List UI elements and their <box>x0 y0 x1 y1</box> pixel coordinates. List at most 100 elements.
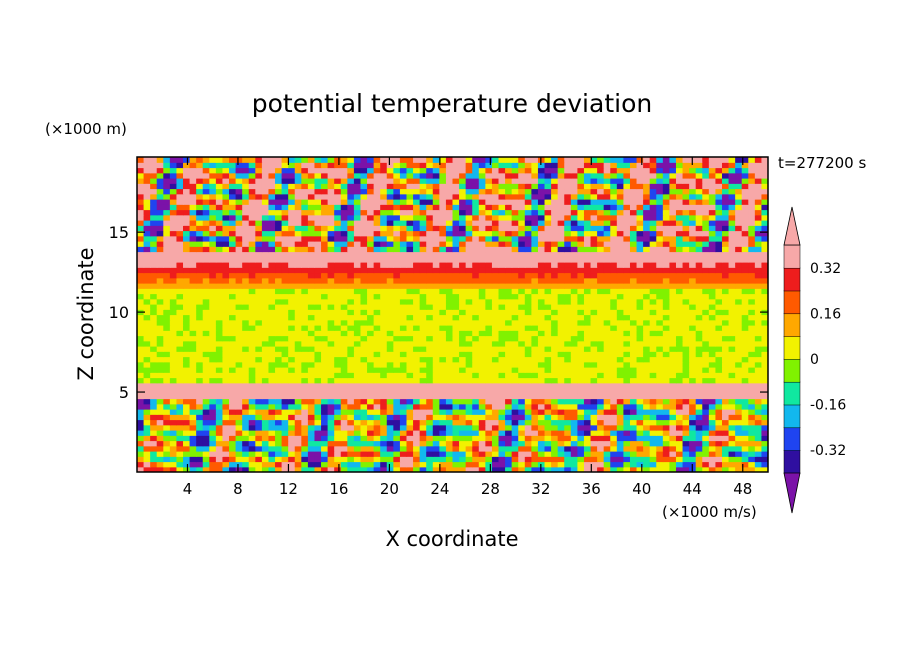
heatmap-cell <box>662 340 670 347</box>
heatmap-cell <box>393 393 401 400</box>
heatmap-cell <box>413 414 421 421</box>
heatmap-cell <box>465 330 473 337</box>
heatmap-cell <box>367 204 375 211</box>
heatmap-cell <box>268 351 276 358</box>
heatmap-cell <box>229 456 237 463</box>
heatmap-cell <box>465 346 473 352</box>
heatmap-cell <box>307 325 316 331</box>
heatmap-cell <box>590 340 598 347</box>
heatmap-cell <box>255 272 263 279</box>
heatmap-cell <box>235 456 243 463</box>
heatmap-cell <box>603 288 611 295</box>
heatmap-cell <box>288 288 296 295</box>
heatmap-cell <box>288 398 296 405</box>
heatmap-cell <box>741 267 749 274</box>
heatmap-cell <box>143 204 151 211</box>
heatmap-cell <box>695 340 703 347</box>
heatmap-cell <box>294 199 302 205</box>
heatmap-cell <box>498 409 506 415</box>
heatmap-cell <box>215 241 224 247</box>
heatmap-cell <box>248 335 256 342</box>
heatmap-cell <box>248 340 256 347</box>
heatmap-cell <box>367 288 375 295</box>
heatmap-cell <box>183 424 191 431</box>
heatmap-cell <box>288 445 296 452</box>
heatmap-cell <box>603 356 611 363</box>
heatmap-cell <box>682 220 690 226</box>
heatmap-cell <box>531 382 539 389</box>
heatmap-cell <box>399 367 408 373</box>
heatmap-cell <box>590 298 598 305</box>
heatmap-cell <box>426 351 434 358</box>
heatmap-cell <box>485 267 493 274</box>
heatmap-cell <box>439 204 447 211</box>
heatmap-cell <box>445 440 454 447</box>
heatmap-cell <box>682 288 690 295</box>
heatmap-cell <box>570 440 578 447</box>
heatmap-cell <box>728 445 736 452</box>
heatmap-cell <box>715 267 723 274</box>
heatmap-cell <box>301 367 309 373</box>
heatmap-cell <box>255 372 263 379</box>
heatmap-cell <box>202 435 210 442</box>
heatmap-cell <box>537 419 546 426</box>
heatmap-cell <box>478 409 486 415</box>
heatmap-cell <box>373 456 381 463</box>
heatmap-cell <box>754 351 763 358</box>
heatmap-cell <box>695 325 703 331</box>
heatmap-cell <box>373 346 381 352</box>
heatmap-cell <box>715 430 723 436</box>
heatmap-cell <box>689 246 697 253</box>
heatmap-cell <box>603 246 611 253</box>
heatmap-cell <box>662 304 670 310</box>
heatmap-cell <box>675 445 684 452</box>
heatmap-cell <box>150 430 158 436</box>
heatmap-cell <box>511 283 519 289</box>
heatmap-cell <box>399 230 408 237</box>
heatmap-cell <box>754 314 763 321</box>
heatmap-cell <box>491 451 500 457</box>
heatmap-cell <box>432 225 440 232</box>
heatmap-cell <box>307 340 316 347</box>
heatmap-cell <box>386 283 394 289</box>
heatmap-cell <box>393 430 401 436</box>
heatmap-cell <box>314 398 322 405</box>
heatmap-cell <box>708 409 717 415</box>
heatmap-cell <box>137 461 145 468</box>
heatmap-cell <box>689 398 697 405</box>
heatmap-cell <box>202 445 210 452</box>
heatmap-cell <box>643 445 651 452</box>
heatmap-cell <box>551 445 559 452</box>
heatmap-cell <box>242 220 250 226</box>
heatmap-cell <box>156 456 164 463</box>
heatmap-cell <box>689 199 697 205</box>
heatmap-cell <box>590 388 598 394</box>
heatmap-cell <box>459 204 467 211</box>
heatmap-cell <box>643 241 651 247</box>
heatmap-cell <box>340 262 348 268</box>
heatmap-cell <box>649 451 657 457</box>
heatmap-cell <box>629 430 638 436</box>
heatmap-cell <box>702 214 710 221</box>
heatmap-cell <box>544 340 552 347</box>
heatmap-cell <box>459 356 467 363</box>
heatmap-cell <box>511 230 519 237</box>
heatmap-cell <box>275 272 283 279</box>
heatmap-cell <box>557 304 565 310</box>
heatmap-cell <box>636 220 644 226</box>
heatmap-cell <box>353 440 362 447</box>
heatmap-cell <box>150 335 158 342</box>
heatmap-cell <box>340 304 348 310</box>
heatmap-cell <box>301 351 309 358</box>
heatmap-cell <box>577 272 585 279</box>
heatmap-cell <box>649 262 657 268</box>
heatmap-cell <box>754 262 763 268</box>
heatmap-cell <box>610 256 618 263</box>
heatmap-cell <box>544 456 552 463</box>
heatmap-cell <box>675 325 684 331</box>
heatmap-cell <box>419 377 427 384</box>
heatmap-cell <box>636 393 644 400</box>
heatmap-cell <box>557 424 565 431</box>
heatmap-cell <box>583 451 592 457</box>
heatmap-cell <box>511 199 519 205</box>
